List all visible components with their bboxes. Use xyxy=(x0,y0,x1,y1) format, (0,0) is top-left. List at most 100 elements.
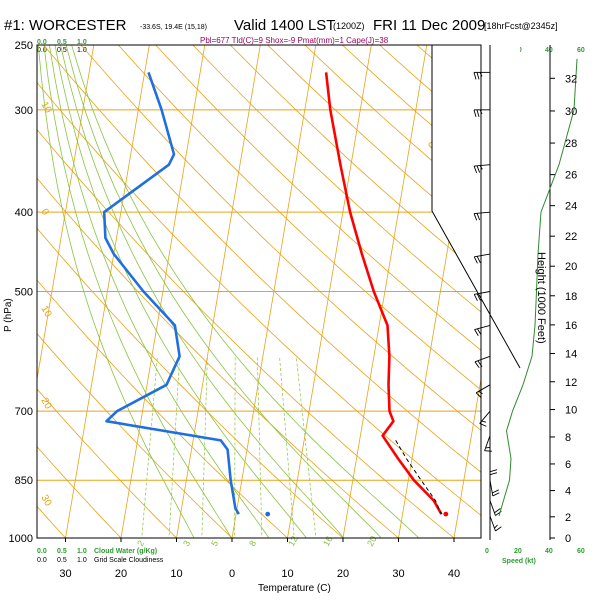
temp-tick-6: 30 xyxy=(392,568,404,580)
dry-adiabat xyxy=(37,227,344,538)
wind-speed-panel xyxy=(498,58,578,517)
mixing-ratio-line xyxy=(234,356,236,538)
surface-point-0 xyxy=(443,511,449,517)
valid-date: FRI 11 Dec 2009 xyxy=(373,17,485,34)
barb-staff xyxy=(479,410,491,424)
mixing-ratio-line xyxy=(168,356,180,538)
barb-staff xyxy=(474,211,491,214)
pressure-tick-1000: 1000 xyxy=(9,533,33,545)
temp-tick-4: 10 xyxy=(281,568,293,580)
dry-adiabat xyxy=(80,45,481,431)
wind-barb-3 xyxy=(473,211,491,221)
barb-full xyxy=(476,72,480,80)
gridcloud-bottom-tick-2: 1.0 xyxy=(77,557,87,564)
isotherm xyxy=(287,45,372,538)
barb-full xyxy=(473,72,477,80)
height-tick-2: 2 xyxy=(565,512,571,524)
temp-tick-2: 10 xyxy=(170,568,182,580)
wind-barb-11 xyxy=(489,458,498,476)
isotherm xyxy=(120,45,206,538)
wind-barb-5 xyxy=(473,291,491,302)
height-tick-18: 18 xyxy=(565,291,577,303)
isotherm xyxy=(453,376,481,538)
plot-frame xyxy=(36,44,482,539)
gridcloud-tick-0: 0.0 xyxy=(37,47,47,54)
wind-panel-border xyxy=(431,45,521,369)
dry-adiabat xyxy=(37,388,178,538)
height-tick-10: 10 xyxy=(565,405,577,417)
barb-staff xyxy=(489,500,496,516)
speed-scale-bottom: 0 20 40 60 Speed (kt) xyxy=(485,548,585,565)
barb-staff xyxy=(474,355,491,363)
wind-barb-4 xyxy=(473,253,491,264)
barb-staff xyxy=(489,515,496,532)
wind-barb-8 xyxy=(475,384,491,399)
mixing-ratio-line xyxy=(141,356,158,538)
barb-half xyxy=(479,109,483,115)
barb-half xyxy=(479,165,483,170)
wind-barb-2 xyxy=(473,164,491,174)
wind-panel-mask xyxy=(432,45,520,368)
gridcloud-bottom-tick-1: 0.5 xyxy=(57,557,67,564)
moist-adiabat xyxy=(43,45,232,538)
height-tick-16: 16 xyxy=(565,320,577,332)
barb-full xyxy=(492,489,500,494)
cloudwater-tick-2: 1.0 xyxy=(77,39,87,46)
wind-barb-6 xyxy=(474,324,491,337)
valid-time: Valid 1400 LST xyxy=(234,17,335,34)
gridcloud-bottom-tick-0: 0.0 xyxy=(37,557,47,564)
mixing-ratio-label-0: 2 xyxy=(135,539,146,548)
cloudwater-tick-0: 0.0 xyxy=(37,39,47,46)
mixing-ratio-line xyxy=(279,356,295,538)
barb-half xyxy=(479,72,483,77)
barb-full xyxy=(473,109,477,117)
barb-full xyxy=(494,508,501,514)
stability-indices: Pbl=677 Tld(C)=9 Shox=-9 Pmat(mm)=1 Cape… xyxy=(200,36,389,45)
mixing-ratio-label-3: 8 xyxy=(247,539,258,548)
pressure-tick-850: 850 xyxy=(15,475,33,487)
pressure-tick-500: 500 xyxy=(15,287,33,299)
mixing-ratio-label-6: 20 xyxy=(365,534,379,548)
temperature-axis-label: Temperature (C) xyxy=(258,583,331,594)
isotherm xyxy=(176,45,261,538)
utc-time: (1200Z) xyxy=(333,21,365,31)
barb-full xyxy=(474,329,479,337)
dry-adiabat xyxy=(37,333,233,538)
barb-full xyxy=(473,213,478,221)
mixing-ratio-line xyxy=(256,356,263,538)
barb-staff xyxy=(475,384,491,394)
height-tick-22: 22 xyxy=(565,231,577,243)
isotherm-label-1: 0 xyxy=(38,207,51,218)
isotherm-label-3: 20 xyxy=(38,396,53,412)
temp-tick-5: 20 xyxy=(337,568,349,580)
cloudwater-scale-bottom: 0.0 0.5 1.0 Cloud Water (g/Kg) 0.0 0.5 1… xyxy=(37,548,164,564)
height-tick-32: 32 xyxy=(565,73,577,85)
isotherm xyxy=(65,45,150,538)
dewpoint-line xyxy=(102,71,240,515)
barb-full xyxy=(475,392,482,399)
isotherm xyxy=(231,45,317,538)
height-tick-8: 8 xyxy=(565,432,571,444)
barb-full xyxy=(477,360,483,367)
wind-barb-0 xyxy=(473,71,490,80)
barb-full xyxy=(476,293,481,301)
temp-tick-7: 40 xyxy=(448,568,460,580)
isotherm-label-4: 30 xyxy=(38,493,53,509)
wind-barb-12 xyxy=(489,480,500,497)
wind-speed-line xyxy=(498,58,578,517)
isotherm-label-0: 10 xyxy=(38,100,53,116)
cloudwater-label: Cloud Water (g/Kg) xyxy=(94,548,157,555)
dry-adiabat xyxy=(37,81,481,516)
pressure-tick-250: 250 xyxy=(15,40,33,52)
barb-full xyxy=(477,328,482,336)
speed-bottom-tick-2: 40 xyxy=(545,548,553,555)
barb-staff xyxy=(484,435,491,451)
temp-tick-0: 30 xyxy=(59,568,71,580)
gridcloud-tick-2: 1.0 xyxy=(77,47,87,54)
barb-full xyxy=(489,469,498,473)
parcel-path xyxy=(395,440,442,515)
barb-half xyxy=(494,524,498,529)
barb-staff xyxy=(474,324,491,330)
moist-adiabat xyxy=(65,45,382,538)
